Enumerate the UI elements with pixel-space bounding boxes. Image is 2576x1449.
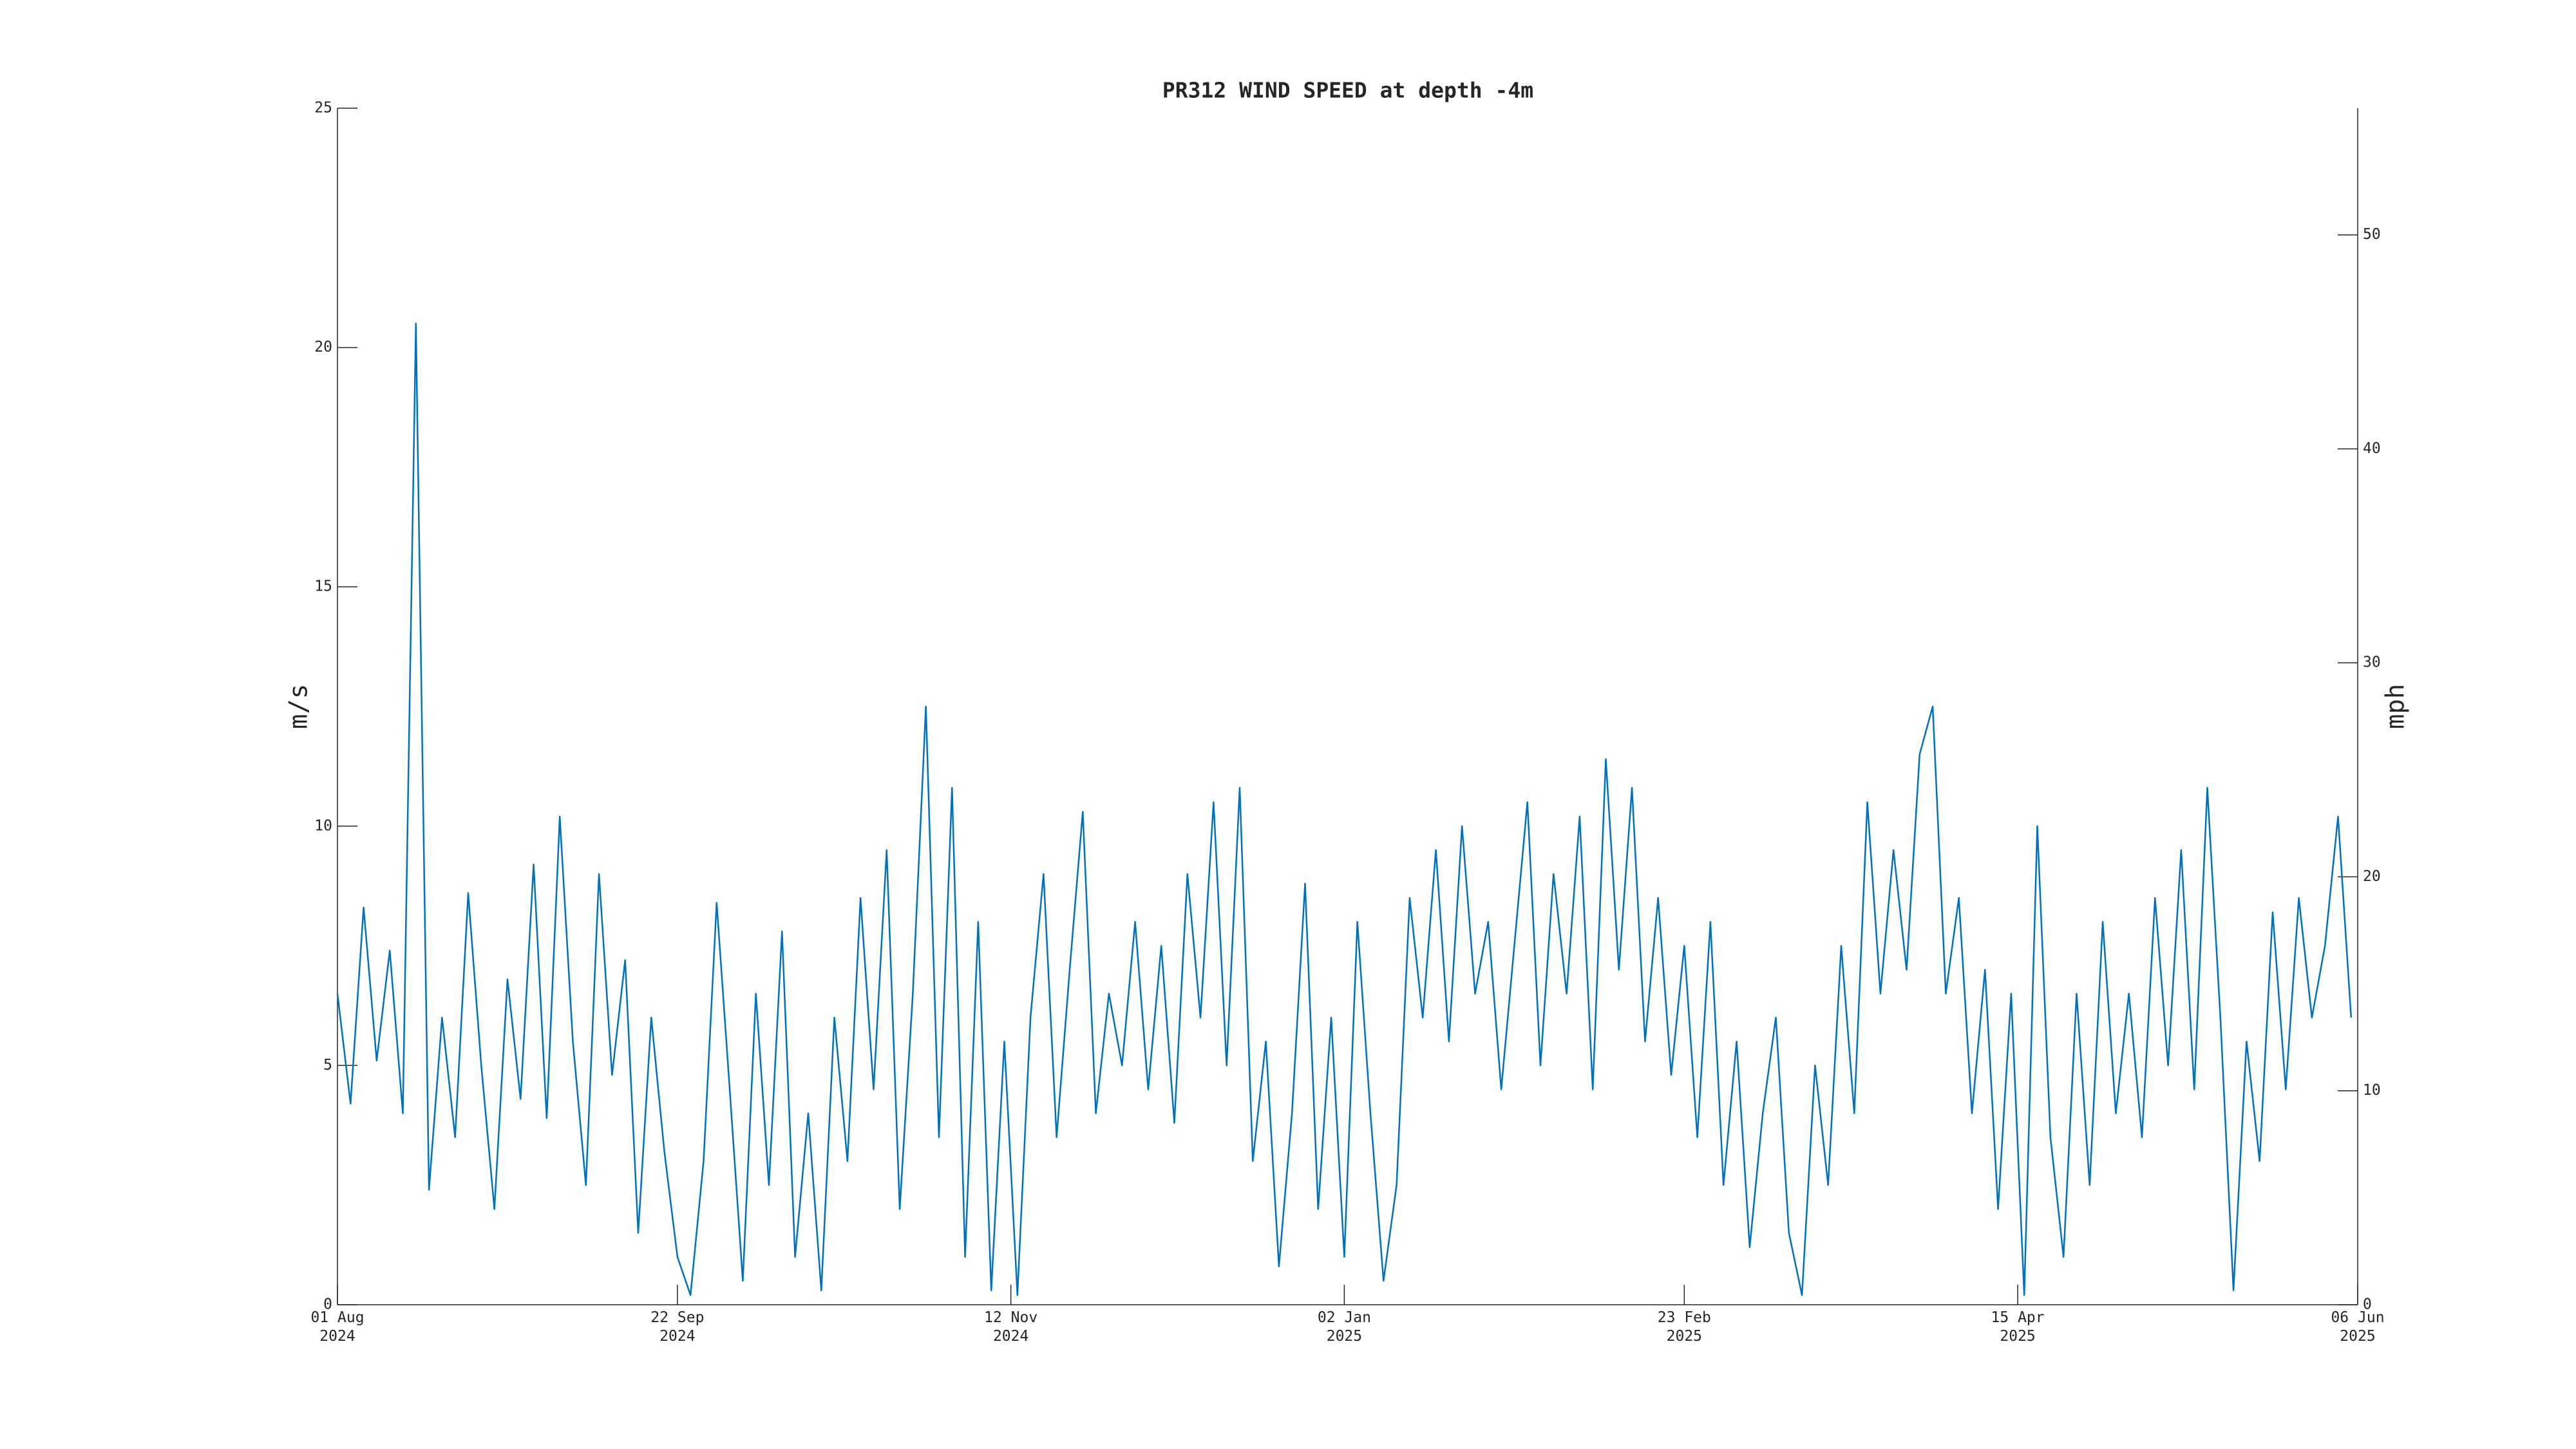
y2-tick-label: 0 — [2363, 1296, 2372, 1313]
y2-tick-label: 10 — [2363, 1082, 2381, 1099]
x-tick-label: 01 Aug 2024 — [310, 1309, 365, 1345]
y2-tick-label: 20 — [2363, 868, 2381, 885]
wind-speed-line — [336, 323, 2353, 1296]
y-axis-label: m/s — [285, 684, 314, 729]
y2-tick-label: 40 — [2363, 440, 2381, 457]
chart-title: PR312 WIND SPEED at depth -4m — [1162, 78, 1533, 103]
y-tick-label: 0 — [323, 1296, 332, 1313]
x-tick-label: 22 Sep 2024 — [650, 1309, 705, 1345]
y2-tick-label: 30 — [2363, 654, 2381, 671]
y2-tick-label: 50 — [2363, 226, 2381, 243]
y-tick-label: 25 — [314, 100, 332, 117]
x-tick-label: 23 Feb 2025 — [1657, 1309, 1711, 1345]
x-tick-label: 02 Jan 2025 — [1317, 1309, 1371, 1345]
x-tick-label: 06 Jun 2025 — [2331, 1309, 2385, 1345]
y-tick-label: 10 — [314, 817, 332, 834]
y2-axis-label: mph — [2382, 684, 2410, 729]
y-tick-label: 20 — [314, 339, 332, 355]
x-tick-label: 15 Apr 2025 — [1991, 1309, 2045, 1345]
y-tick-label: 5 — [323, 1057, 332, 1074]
y-tick-label: 15 — [314, 578, 332, 595]
x-tick-label: 12 Nov 2024 — [984, 1309, 1038, 1345]
